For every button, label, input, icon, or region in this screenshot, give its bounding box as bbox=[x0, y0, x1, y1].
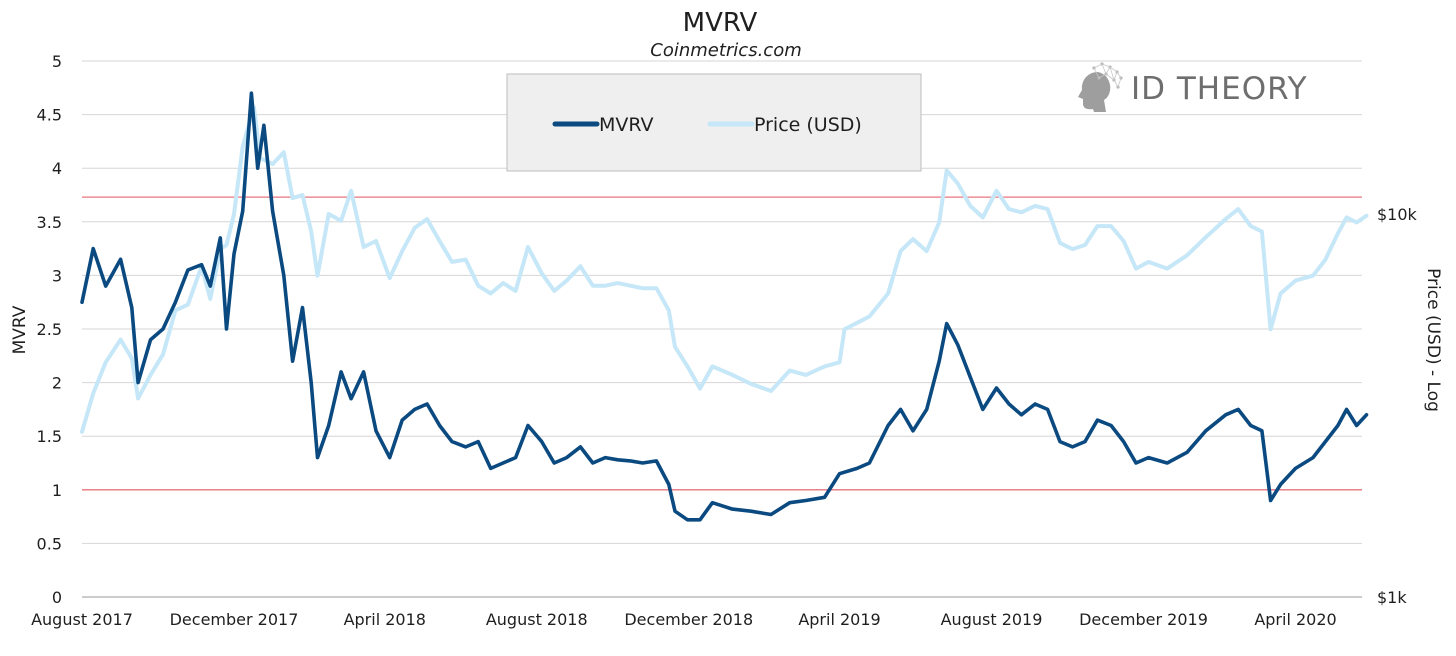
y-tick-label: 2.5 bbox=[37, 320, 62, 339]
logo-text: ID THEORY bbox=[1131, 71, 1308, 107]
chart-title: MVRV bbox=[683, 8, 758, 38]
series-line-mvrv bbox=[80, 91, 1369, 522]
x-tick-label: August 2018 bbox=[486, 610, 588, 629]
y-tick-label: 0.5 bbox=[37, 534, 62, 553]
y-tick-label: 3.5 bbox=[37, 213, 62, 232]
y-tick-label: 1.5 bbox=[37, 427, 62, 446]
y-tick-label: 1 bbox=[52, 481, 62, 500]
right-axis-ticks: $1k $10k bbox=[1377, 205, 1418, 607]
x-tick-label: August 2017 bbox=[31, 610, 133, 629]
x-tick-label: December 2017 bbox=[170, 610, 299, 629]
y-axis-label: MVRV bbox=[10, 305, 30, 354]
head-network-icon bbox=[1078, 62, 1123, 112]
x-tick-label: April 2019 bbox=[798, 610, 880, 629]
y2-tick-label: $10k bbox=[1377, 205, 1418, 224]
y-tick-label: 4.5 bbox=[37, 106, 62, 125]
left-axis-ticks: 0 0.5 1 1.5 2 2.5 3 3.5 4 4.5 5 bbox=[37, 52, 62, 607]
y-tick-label: 4 bbox=[52, 159, 62, 178]
x-tick-label: August 2019 bbox=[941, 610, 1043, 629]
y-tick-label: 2 bbox=[52, 374, 62, 393]
y2-axis-label: Price (USD) - Log bbox=[1423, 268, 1443, 412]
x-tick-label: December 2019 bbox=[1079, 610, 1208, 629]
legend-label-price: Price (USD) bbox=[754, 114, 862, 136]
id-theory-logo: ID THEORY bbox=[1078, 62, 1308, 112]
series-layer bbox=[80, 91, 1369, 522]
legend: MVRV Price (USD) bbox=[506, 73, 922, 172]
y-tick-label: 0 bbox=[52, 588, 62, 607]
x-tick-label: April 2018 bbox=[344, 610, 426, 629]
y-tick-label: 5 bbox=[52, 52, 62, 71]
x-tick-label: April 2020 bbox=[1254, 610, 1336, 629]
x-axis-ticks: August 2017 December 2017 April 2018 August… bbox=[31, 610, 1337, 629]
x-tick-label: December 2018 bbox=[624, 610, 753, 629]
legend-label-mvrv: MVRV bbox=[599, 114, 654, 136]
y-tick-label: 3 bbox=[52, 266, 62, 285]
reference-lines bbox=[82, 196, 1362, 491]
chart-subtitle: Coinmetrics.com bbox=[650, 40, 802, 61]
y2-tick-label: $1k bbox=[1377, 588, 1407, 607]
